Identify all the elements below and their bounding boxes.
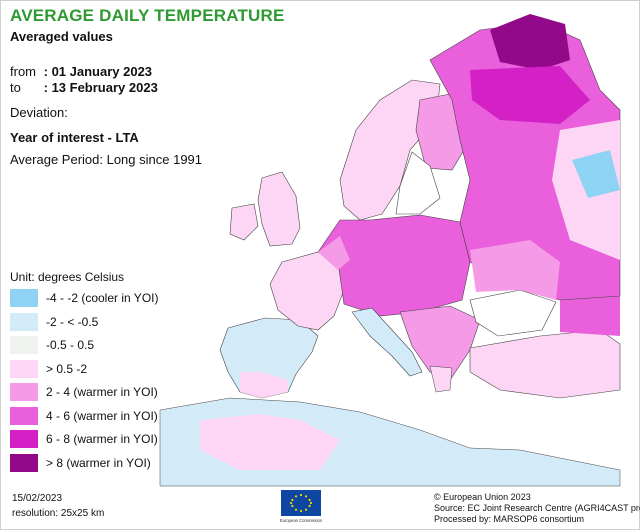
legend-label: > 0.5 -2 bbox=[46, 361, 88, 376]
black-sea bbox=[469, 289, 557, 337]
to-value: : 13 February 2023 bbox=[43, 80, 158, 95]
logo-text: European Commission bbox=[280, 518, 323, 523]
legend-label: 2 - 4 (warmer in YOI) bbox=[46, 385, 158, 399]
legend-swatch bbox=[10, 453, 38, 472]
italy-region bbox=[351, 307, 423, 377]
from-value: : 01 January 2023 bbox=[43, 64, 153, 79]
greece-region bbox=[429, 365, 453, 393]
legend-unit: Unit: degrees Celsius bbox=[10, 270, 125, 284]
ukraine-region bbox=[470, 240, 560, 300]
footer-date: 15/02/2023 bbox=[12, 493, 63, 504]
map-subtitle: Averaged values bbox=[10, 29, 113, 44]
source-text: Source: EC Joint Research Centre (AGRI4C… bbox=[434, 503, 640, 513]
year-of-interest: Year of interest - LTA bbox=[10, 130, 139, 145]
deviation-label: Deviation: bbox=[10, 105, 68, 120]
legend-label: -2 - < -0.5 bbox=[46, 314, 99, 329]
processed-text: Processed by: MARSOP6 consortium bbox=[434, 514, 585, 524]
legend-label: 6 - 8 (warmer in YOI) bbox=[46, 432, 158, 446]
to-date-row: to : 13 February 2023 bbox=[10, 80, 158, 95]
russia-east-cool bbox=[572, 150, 620, 198]
legend-swatch bbox=[10, 359, 38, 378]
from-date-row: from : 01 January 2023 bbox=[10, 64, 152, 79]
russia-strong-band bbox=[470, 66, 590, 124]
north-africa-warm-region bbox=[200, 414, 340, 470]
credits: © European Union 2023 Source: EC Joint R… bbox=[434, 492, 640, 525]
legend-swatch bbox=[10, 383, 38, 401]
european-commission-logo: European Commission bbox=[280, 490, 323, 523]
uk-region bbox=[257, 171, 301, 247]
footer-resolution: resolution: 25x25 km bbox=[12, 508, 105, 519]
legend-swatch bbox=[10, 336, 38, 354]
to-label: to bbox=[10, 80, 21, 95]
legend-swatch bbox=[10, 406, 38, 425]
russia-north-hotspot bbox=[490, 14, 570, 70]
turkey-region bbox=[469, 329, 621, 399]
legend-swatch bbox=[10, 312, 38, 331]
legend-label: -4 - -2 (cooler in YOI) bbox=[46, 291, 159, 305]
central-europe-region bbox=[317, 214, 471, 317]
legend-label: -0.5 - 0.5 bbox=[46, 338, 95, 352]
baltic-sea bbox=[395, 151, 441, 215]
legend-label: > 8 (warmer in YOI) bbox=[46, 455, 151, 470]
from-label: from bbox=[10, 64, 36, 79]
legend-swatch bbox=[10, 430, 38, 448]
legend-label: 4 - 6 (warmer in YOI) bbox=[46, 408, 158, 423]
map-title: AVERAGE DAILY TEMPERATURE bbox=[10, 6, 285, 25]
ireland-region bbox=[229, 203, 259, 241]
balkans-region bbox=[399, 305, 481, 381]
caucasus-region bbox=[560, 296, 620, 336]
iberia-south-region bbox=[240, 372, 288, 398]
copyright-text: © European Union 2023 bbox=[434, 492, 531, 502]
legend-swatch bbox=[10, 289, 38, 307]
average-period: Average Period: Long since 1991 bbox=[10, 152, 203, 167]
benelux-region bbox=[318, 236, 350, 270]
